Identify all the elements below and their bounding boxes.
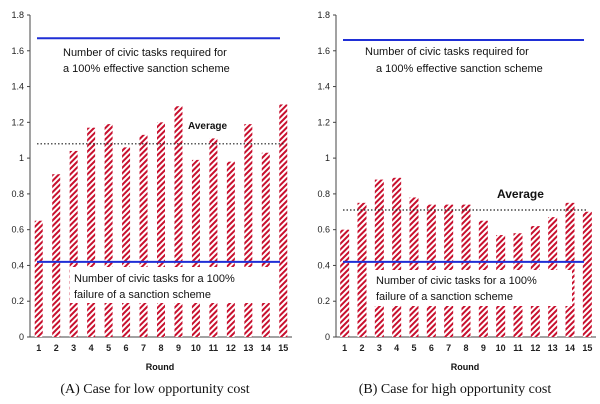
bar bbox=[139, 134, 148, 337]
x-axis-label: Round bbox=[146, 362, 175, 372]
bar bbox=[374, 179, 384, 337]
y-tick-label: 1.8 bbox=[11, 10, 24, 20]
x-tick-label: 1 bbox=[342, 343, 347, 353]
x-tick-label: 12 bbox=[226, 343, 236, 353]
x-tick-label: 2 bbox=[54, 343, 59, 353]
upper-line-label-2: a 100% effective sanction scheme bbox=[376, 63, 543, 75]
x-tick-label: 7 bbox=[141, 343, 146, 353]
bar bbox=[157, 122, 165, 337]
y-tick-label: 0.4 bbox=[11, 260, 24, 270]
x-tick-label: 2 bbox=[359, 343, 364, 353]
x-tick-label: 7 bbox=[446, 343, 451, 353]
y-tick-label: 0.4 bbox=[317, 260, 330, 270]
y-tick-label: 0.8 bbox=[317, 189, 330, 199]
y-tick-label: 0.2 bbox=[317, 296, 330, 306]
y-tick-label: 0.6 bbox=[317, 225, 330, 235]
bar bbox=[582, 211, 592, 337]
x-tick-label: 13 bbox=[243, 343, 253, 353]
x-tick-label: 6 bbox=[429, 343, 434, 353]
bar bbox=[174, 106, 183, 337]
y-tick-label: 1 bbox=[19, 153, 24, 163]
average-label: Average bbox=[188, 121, 228, 132]
x-tick-label: 3 bbox=[377, 343, 382, 353]
upper-line-label-1: Number of civic tasks required for bbox=[63, 47, 227, 59]
bar bbox=[34, 220, 43, 337]
bar bbox=[69, 150, 78, 337]
bar bbox=[87, 127, 96, 337]
upper-line-label-1: Number of civic tasks required for bbox=[365, 46, 529, 58]
upper-line-label-2: a 100% effective sanction scheme bbox=[63, 63, 230, 75]
y-tick-label: 1.2 bbox=[11, 117, 24, 127]
bar-series bbox=[34, 104, 288, 337]
x-tick-label: 15 bbox=[278, 343, 288, 353]
y-tick-label: 1.2 bbox=[317, 117, 330, 127]
x-tick-label: 10 bbox=[191, 343, 201, 353]
bar bbox=[340, 229, 350, 337]
bar bbox=[104, 124, 113, 337]
x-ticks: 1 2 3 4 5 6 7 8 9 10 11 12 13 14 15 bbox=[342, 343, 592, 353]
lower-label-background bbox=[70, 267, 270, 303]
x-tick-label: 14 bbox=[261, 343, 271, 353]
lower-line-label-2: failure of a sanction scheme bbox=[376, 291, 513, 303]
y-tick-label: 1.4 bbox=[11, 82, 24, 92]
x-tick-label: 8 bbox=[158, 343, 163, 353]
y-ticks: 0 0.2 0.4 0.6 0.8 1 1.2 1.4 1.6 1.8 bbox=[317, 10, 336, 342]
x-tick-label: 4 bbox=[394, 343, 399, 353]
y-tick-label: 1 bbox=[325, 153, 330, 163]
bar bbox=[409, 197, 419, 337]
x-tick-label: 9 bbox=[176, 343, 181, 353]
lower-line-label-1: Number of civic tasks for a 100% bbox=[74, 273, 235, 285]
bar bbox=[226, 161, 235, 337]
average-label: Average bbox=[497, 187, 544, 201]
y-tick-label: 0 bbox=[325, 332, 330, 342]
x-tick-label: 8 bbox=[463, 343, 468, 353]
x-tick-label: 14 bbox=[565, 343, 575, 353]
y-tick-label: 0.2 bbox=[11, 296, 24, 306]
y-tick-label: 0.8 bbox=[11, 189, 24, 199]
x-tick-label: 4 bbox=[89, 343, 94, 353]
y-tick-label: 1.8 bbox=[317, 10, 330, 20]
x-tick-label: 12 bbox=[530, 343, 540, 353]
panel-caption: (A) Case for low opportunity cost bbox=[60, 382, 249, 397]
y-ticks: 0 0.2 0.4 0.6 0.8 1 1.2 1.4 1.6 1.8 bbox=[11, 10, 30, 342]
x-ticks: 1 2 3 4 5 6 7 8 9 10 11 12 13 14 15 bbox=[36, 343, 288, 353]
x-tick-label: 11 bbox=[513, 343, 523, 353]
x-tick-label: 1 bbox=[36, 343, 41, 353]
y-tick-label: 0 bbox=[19, 332, 24, 342]
lower-line-label-2: failure of a sanction scheme bbox=[74, 289, 211, 301]
x-axis-label: Round bbox=[451, 362, 480, 372]
x-tick-label: 5 bbox=[106, 343, 111, 353]
bar bbox=[392, 177, 402, 337]
bar-series bbox=[340, 177, 592, 337]
x-tick-label: 15 bbox=[582, 343, 592, 353]
x-tick-label: 11 bbox=[209, 343, 219, 353]
bar bbox=[191, 159, 200, 337]
y-tick-label: 0.6 bbox=[11, 225, 24, 235]
x-tick-label: 13 bbox=[548, 343, 558, 353]
lower-label-background bbox=[372, 270, 572, 306]
x-tick-label: 9 bbox=[481, 343, 486, 353]
x-tick-label: 10 bbox=[496, 343, 506, 353]
panel-caption: (B) Case for high opportunity cost bbox=[359, 382, 552, 397]
bar bbox=[357, 202, 367, 337]
y-tick-label: 1.4 bbox=[317, 82, 330, 92]
bar bbox=[279, 104, 288, 337]
chart-panel-a: 00.20.40.60.811.21.41.61.8 1 2 3 4 5 6 7 8 9 10 11… bbox=[11, 10, 292, 397]
chart-panel-b: 00.20.40.60.811.21.41.61.8 1 2 3 4 5 6 7 8 9 10 11… bbox=[317, 10, 596, 397]
bar bbox=[122, 147, 131, 337]
bar bbox=[244, 124, 253, 337]
bar bbox=[261, 152, 270, 337]
y-tick-label: 1.6 bbox=[11, 46, 24, 56]
bar bbox=[52, 174, 61, 337]
y-tick-label: 1.6 bbox=[317, 46, 330, 56]
x-tick-label: 5 bbox=[411, 343, 416, 353]
bar bbox=[209, 138, 218, 337]
lower-line-label-1: Number of civic tasks for a 100% bbox=[376, 275, 537, 287]
bar bbox=[565, 202, 575, 337]
x-tick-label: 6 bbox=[124, 343, 129, 353]
x-tick-label: 3 bbox=[71, 343, 76, 353]
